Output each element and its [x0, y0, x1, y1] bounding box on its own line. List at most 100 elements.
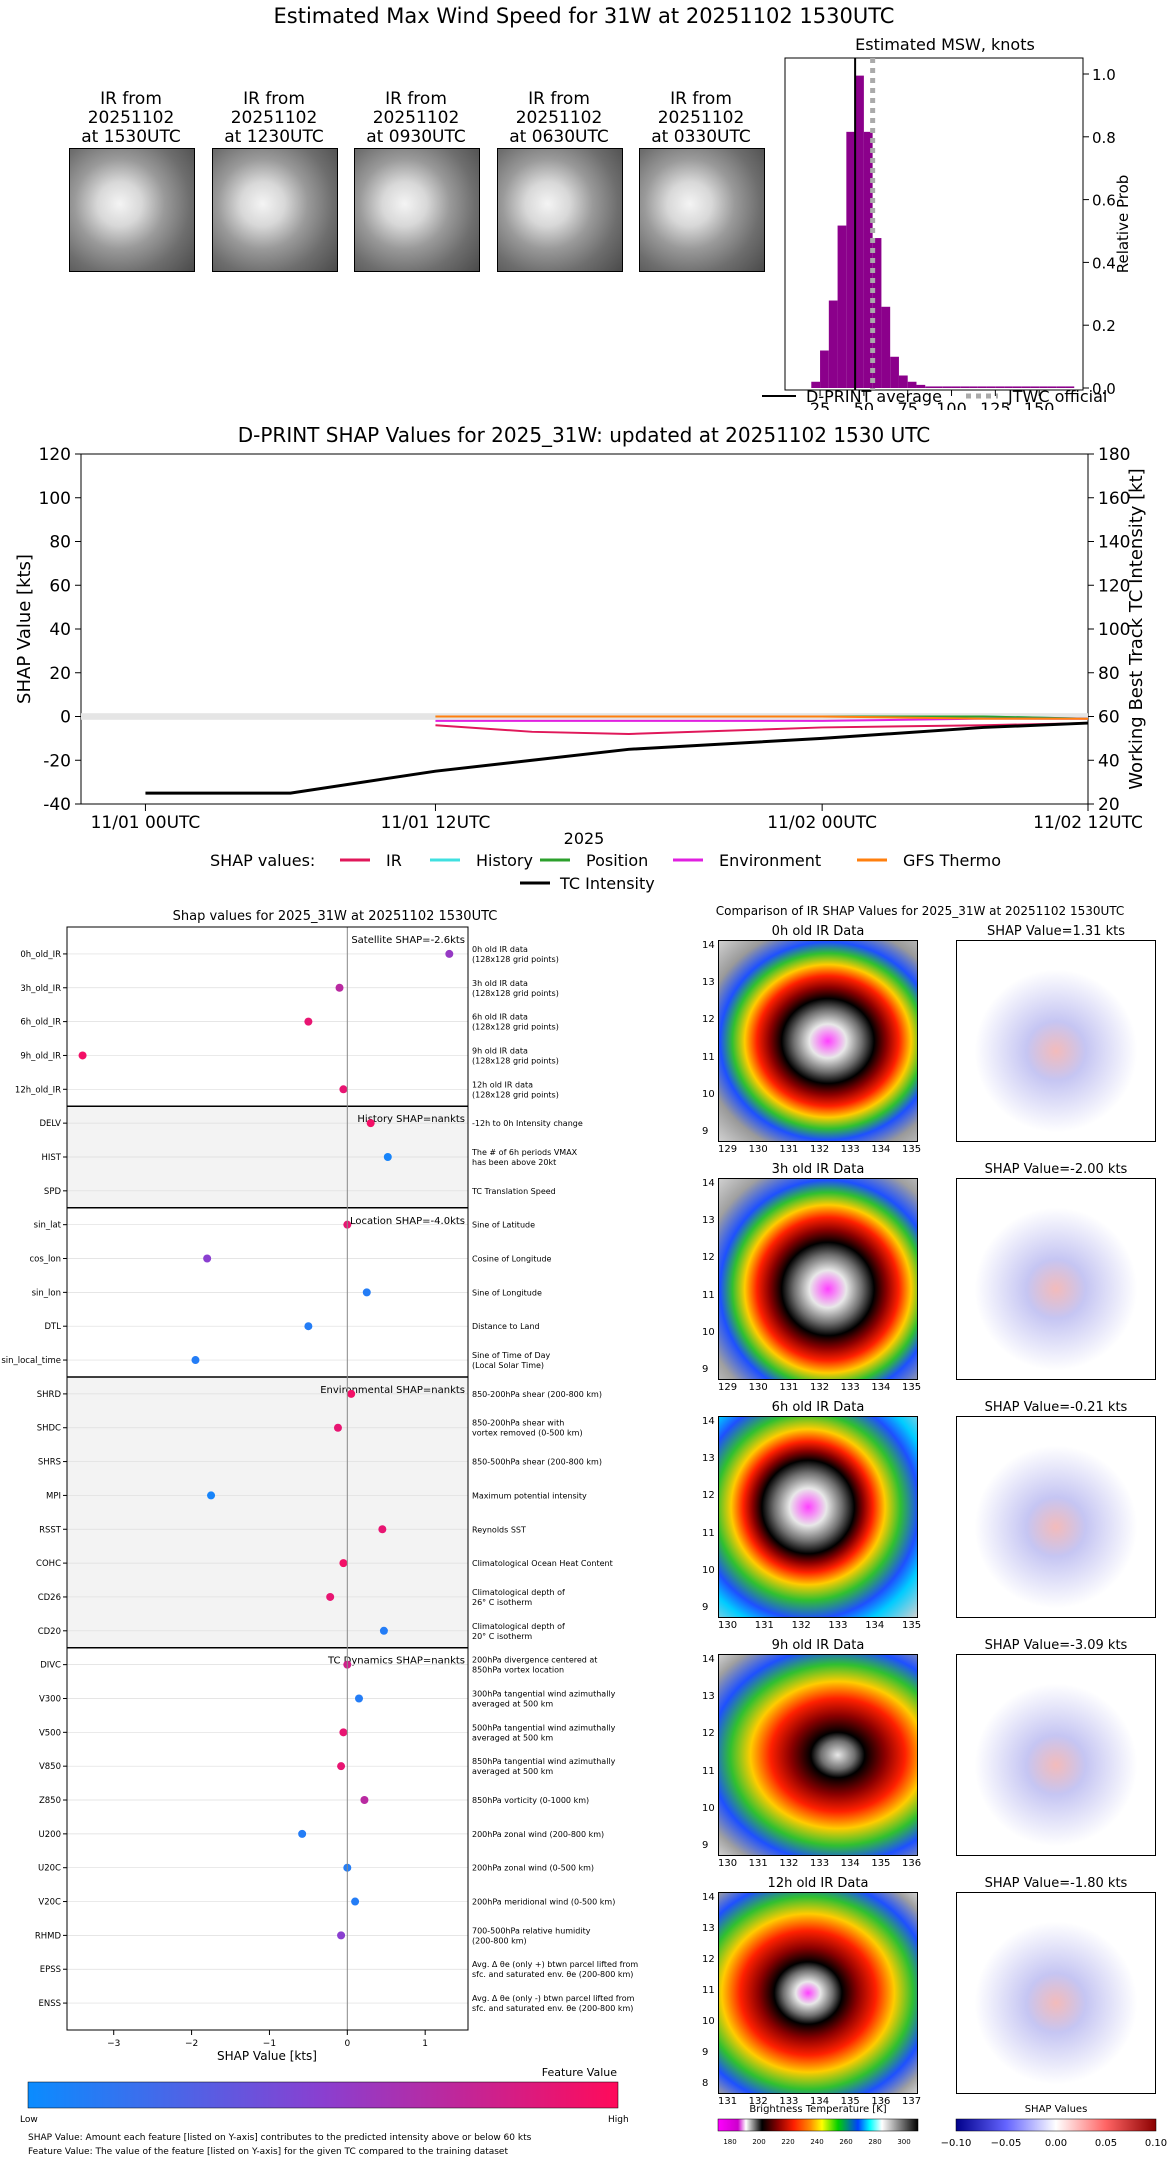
histogram-bar — [855, 75, 864, 388]
feature-point — [339, 1728, 348, 1737]
feature-description: Sine of Time of Day — [472, 1351, 551, 1360]
histogram-title: Estimated MSW, knots — [855, 35, 1035, 54]
ir-thumb-title: IR from 20251102 at 0630UTC — [494, 90, 624, 147]
xtick-label: 11/01 00UTC — [91, 813, 201, 833]
ir-map-image — [718, 1416, 918, 1618]
feature-name: 6h_old_IR — [20, 1018, 61, 1028]
ir-map-ytick: 11 — [702, 1765, 715, 1777]
feature-description: 9h old IR data — [472, 1046, 528, 1055]
histogram-ytick-label: 0.0 — [1092, 380, 1116, 398]
timeseries-xlabel: 2025 — [564, 829, 605, 848]
ir-map-xtick: 134 — [840, 1858, 860, 1869]
ir-map-ytick: 10 — [702, 2016, 715, 2027]
ir-map-title: 12h old IR Data — [767, 1876, 869, 1891]
ir-thumb-line: 20251102 — [515, 108, 603, 128]
timeseries-frame — [80, 453, 1089, 805]
feature-point — [339, 1085, 348, 1094]
ytick-left-label: 80 — [49, 533, 71, 553]
feature-name: SPD — [44, 1187, 62, 1197]
ir-map-ytick: 10 — [702, 1802, 715, 1814]
feature-description: Sine of Longitude — [472, 1288, 542, 1297]
feature-name: V500 — [39, 1728, 61, 1738]
feature-name: sin_lon — [32, 1288, 61, 1298]
sv-tick: 0.10 — [1145, 2138, 1167, 2149]
feature-name: SHDC — [37, 1424, 61, 1434]
feature-xtick-label: 0 — [344, 2039, 350, 2049]
histogram-ytick-label: 0.4 — [1092, 254, 1116, 272]
feature-description: Maximum potential intensity — [472, 1491, 587, 1500]
shap-colorbar — [955, 2118, 1157, 2132]
legend-label: IR — [386, 851, 402, 870]
ir-map-xtick: 132 — [810, 1144, 830, 1155]
histogram-bar — [995, 386, 1005, 388]
feature-point — [191, 1356, 200, 1365]
ir-map-xtick: 133 — [840, 1144, 860, 1155]
histogram-yticks: 0.0 0.2 0.4 0.6 0.8 1.0 — [1083, 66, 1116, 398]
bt-tick: 300 — [897, 2138, 910, 2146]
feature-description: 200hPa zonal wind (0-500 km) — [472, 1864, 594, 1873]
feature-description: 850-200hPa shear (200-800 km) — [472, 1390, 602, 1399]
histogram-ylabel: Relative Prob — [1114, 175, 1132, 274]
feature-description: (128x128 grid points) — [472, 955, 559, 964]
ir-map-ytick: 9 — [702, 1364, 709, 1375]
ir-thumb-line: at 0930UTC — [366, 127, 466, 147]
feature-point — [366, 1119, 375, 1128]
feature-name: U200 — [39, 1830, 61, 1840]
feature-point — [78, 1051, 87, 1060]
series-line-ir — [435, 722, 1089, 736]
histogram-bar — [925, 386, 934, 388]
ir-map-xtick: 135 — [840, 2096, 860, 2107]
ir-panel-title: Comparison of IR SHAP Values for 2025_31… — [715, 904, 1125, 918]
ir-map-xtick: 132 — [810, 1382, 830, 1393]
ir-thumbnail-image — [69, 148, 195, 272]
feature-description: 850hPa vorticity (0-1000 km) — [472, 1796, 589, 1805]
ir-map-xtick: 134 — [810, 2096, 830, 2107]
feature-xtick-label: 1 — [422, 2039, 428, 2049]
legend-tc-label: TC Intensity — [559, 874, 655, 893]
histogram-ytick-label: 0.8 — [1092, 129, 1116, 147]
feature-description: Avg. Δ θe (only -) btwn parcel lifted fr… — [472, 1994, 635, 2003]
feature-point — [333, 1423, 342, 1432]
feature-description: 300hPa tangential wind azimuthally — [472, 1689, 616, 1698]
histogram-bar — [1047, 386, 1057, 388]
ir-map-ytick: 14 — [702, 1178, 715, 1189]
ir-map-xtick: 131 — [748, 1858, 768, 1869]
ir-map-image — [718, 1654, 918, 1856]
ir-map-image — [718, 940, 918, 1142]
ir-map-image — [718, 1892, 918, 2094]
feature-description: (200-800 km) — [472, 1936, 527, 1945]
feature-description: Climatological depth of — [472, 1622, 565, 1631]
histogram-xtick-label: 100 — [936, 399, 967, 410]
feature-name: CD20 — [38, 1627, 61, 1637]
ir-map-xtick: 131 — [779, 1144, 799, 1155]
timeseries-left-ticks: 120 100 80 60 40 20 0 -20 -40 — [39, 445, 81, 815]
group-label: Satellite SHAP=-2.6kts — [351, 935, 465, 946]
feature-name: cos_lon — [29, 1255, 61, 1265]
ir-map-xtick: 133 — [828, 1620, 848, 1631]
histogram-bar — [846, 131, 856, 388]
shap-map-image — [956, 1416, 1156, 1618]
bt-tick: 260 — [839, 2138, 852, 2146]
feature-name: MPI — [46, 1491, 61, 1501]
ir-map-xtick: 133 — [779, 2096, 799, 2107]
ir-thumb-line: 20251102 — [657, 108, 745, 128]
xtick-label: 11/02 12UTC — [1033, 813, 1143, 833]
feature-description: Reynolds SST — [472, 1525, 526, 1534]
histogram-bar — [1065, 386, 1075, 388]
ir-map-ytick: 11 — [702, 1289, 715, 1301]
ir-map-ytick: 9 — [702, 1602, 709, 1613]
feature-point — [304, 1322, 313, 1331]
feature-name: CD26 — [38, 1593, 61, 1603]
histogram-bar — [942, 386, 952, 388]
histogram-xtick-label: 150 — [1024, 399, 1055, 410]
feature-name: 0h_old_IR — [20, 950, 61, 960]
ir-map-ytick: 11 — [702, 1051, 715, 1063]
group-label: TC Dynamics SHAP=nankts — [327, 1656, 465, 1667]
xtick-label: 11/02 00UTC — [767, 813, 877, 833]
ir-map-title: 9h old IR Data — [771, 1638, 865, 1653]
group-label: Location SHAP=-4.0kts — [350, 1216, 465, 1227]
ytick-right-label: 180 — [1098, 445, 1130, 465]
group-label: Environmental SHAP=nankts — [320, 1385, 465, 1396]
shap-map-title: SHAP Value=1.31 kts — [987, 924, 1125, 939]
